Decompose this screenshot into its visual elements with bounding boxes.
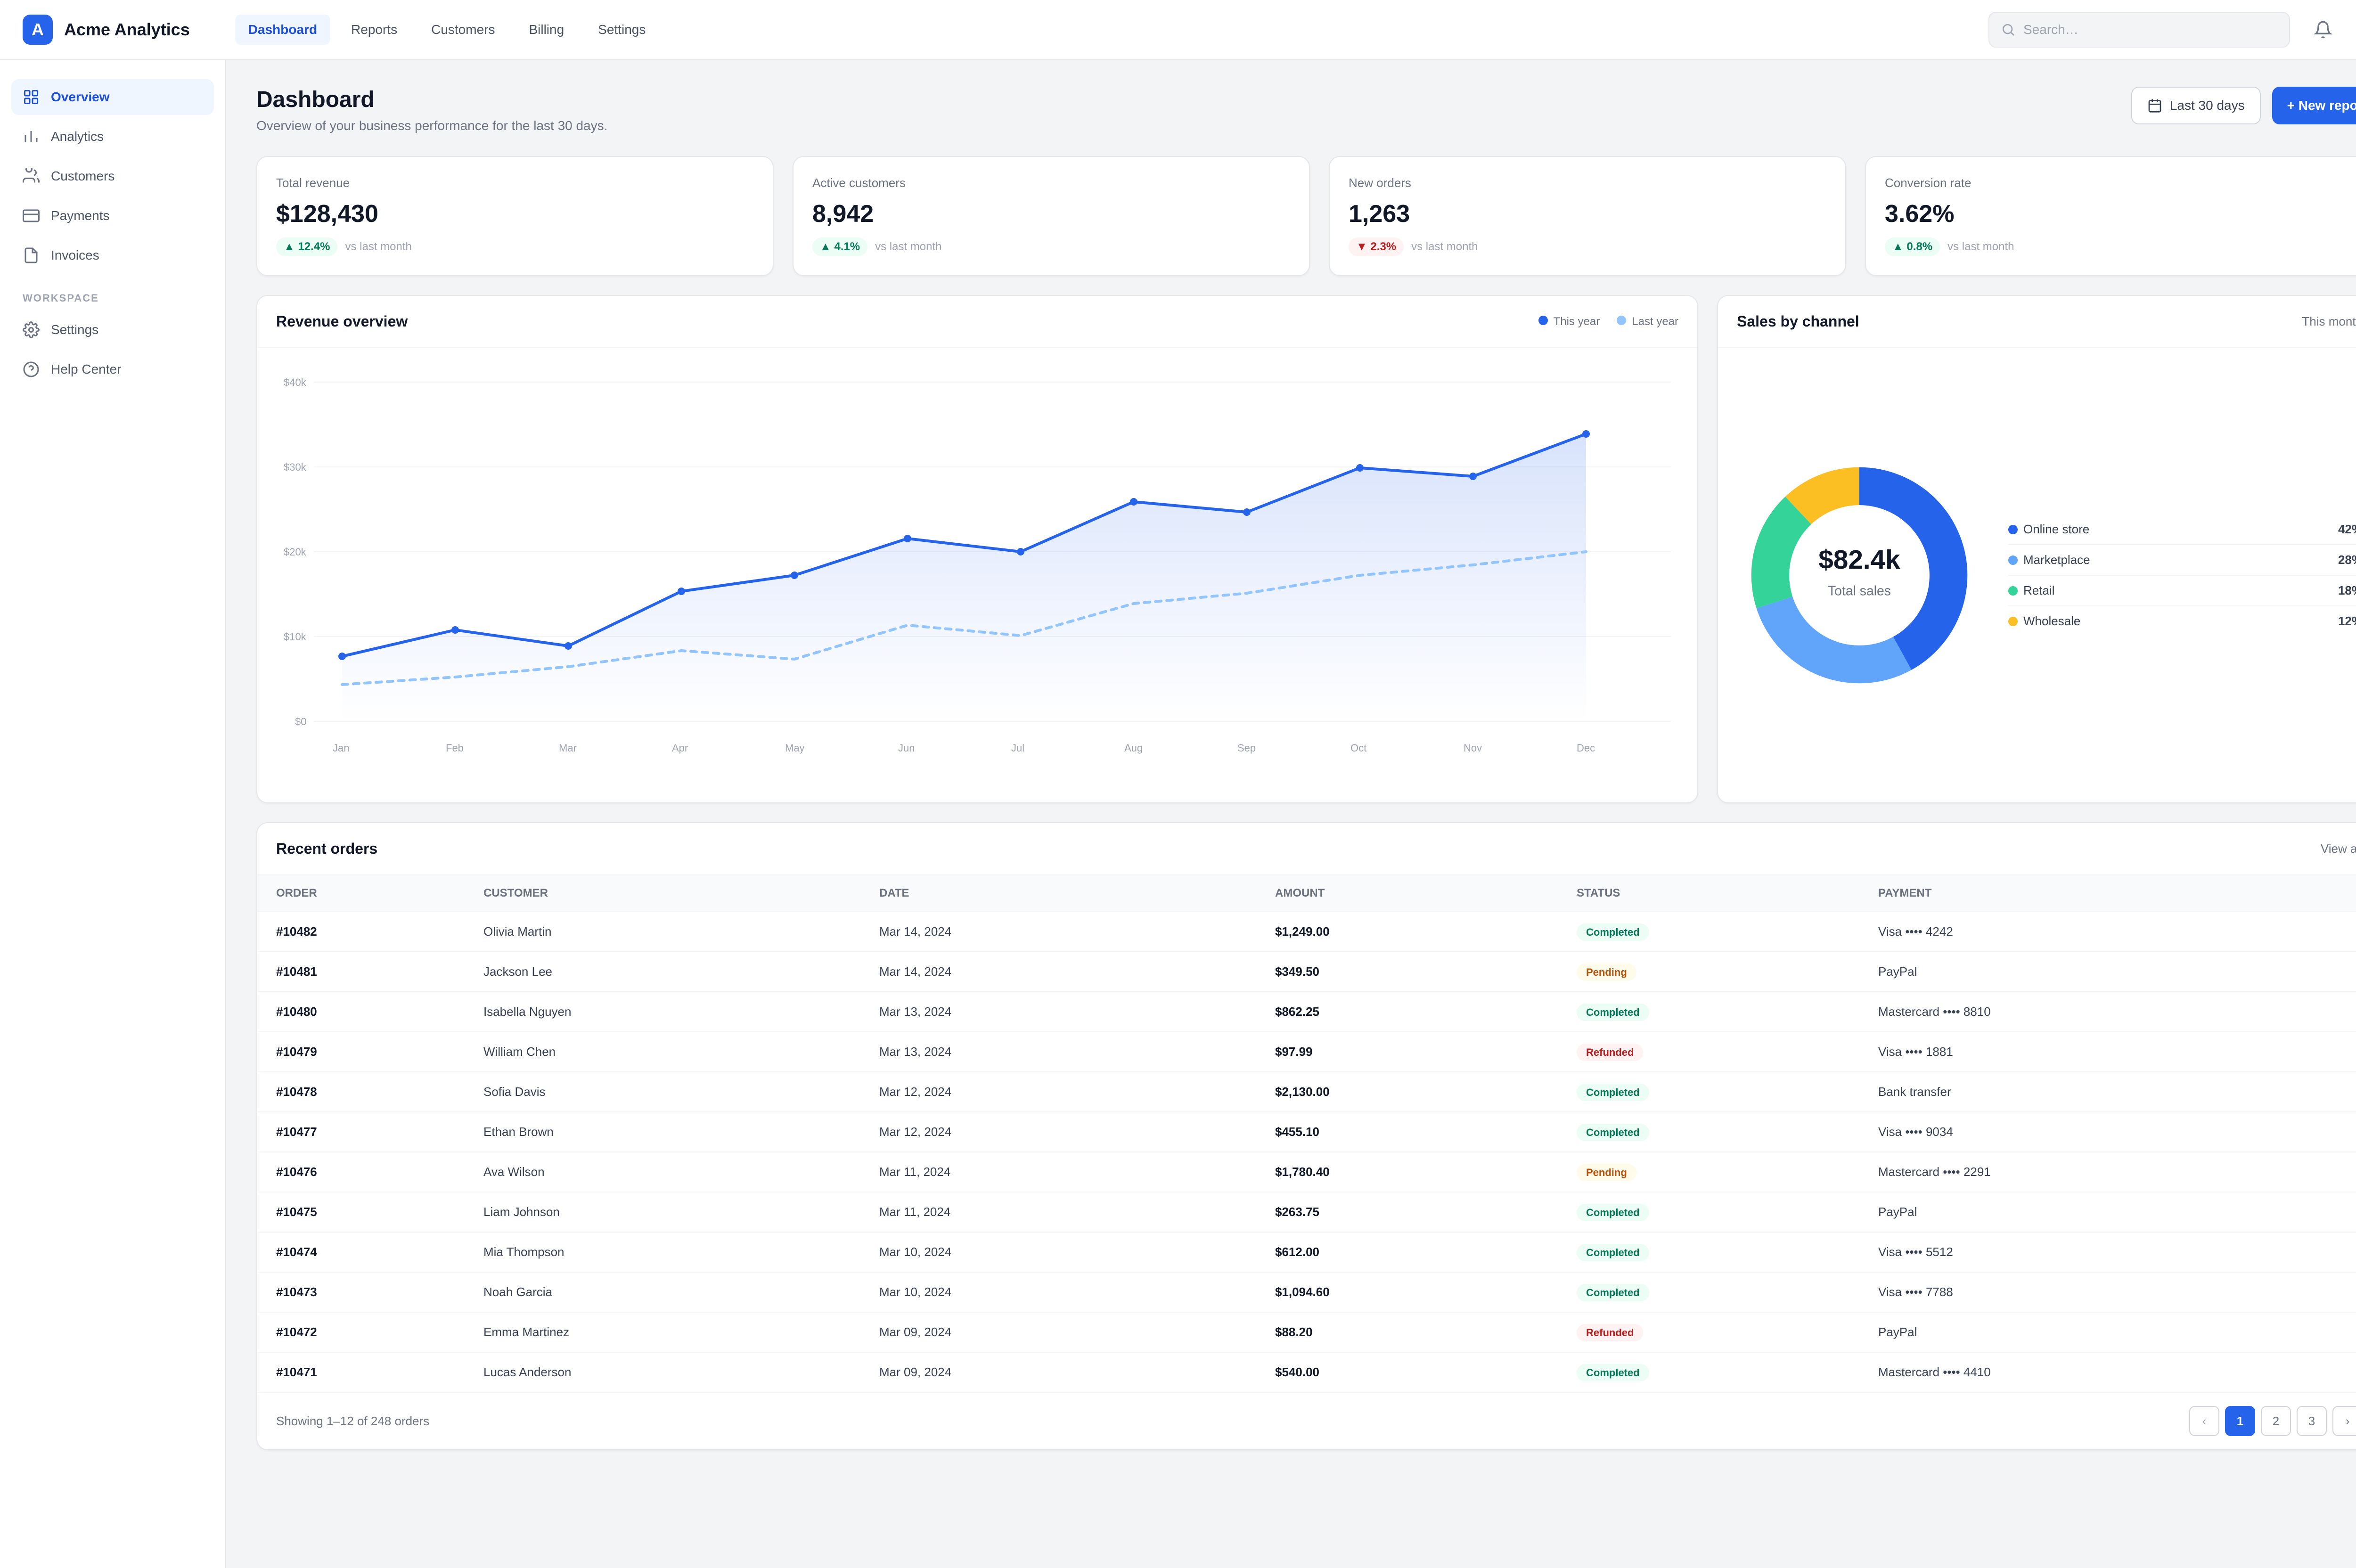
svg-text:Total sales: Total sales bbox=[1828, 584, 1891, 599]
svg-text:May: May bbox=[785, 742, 805, 754]
svg-text:Jan: Jan bbox=[333, 742, 349, 754]
svg-text:$82.4k: $82.4k bbox=[1818, 545, 1900, 575]
svg-text:Dec: Dec bbox=[1577, 742, 1595, 754]
svg-text:Aug: Aug bbox=[1124, 742, 1143, 754]
svg-text:$0: $0 bbox=[295, 716, 306, 727]
svg-text:Nov: Nov bbox=[1464, 742, 1482, 754]
svg-text:$10k: $10k bbox=[284, 631, 307, 643]
svg-text:$30k: $30k bbox=[284, 461, 307, 473]
svg-text:Jun: Jun bbox=[898, 742, 915, 754]
svg-text:Sep: Sep bbox=[1237, 742, 1256, 754]
svg-text:$40k: $40k bbox=[284, 376, 307, 388]
svg-text:$20k: $20k bbox=[284, 546, 307, 558]
svg-text:Apr: Apr bbox=[672, 742, 688, 754]
svg-text:Oct: Oct bbox=[1350, 742, 1366, 754]
svg-text:Jul: Jul bbox=[1011, 742, 1024, 754]
svg-text:Mar: Mar bbox=[559, 742, 577, 754]
svg-text:Feb: Feb bbox=[446, 742, 464, 754]
